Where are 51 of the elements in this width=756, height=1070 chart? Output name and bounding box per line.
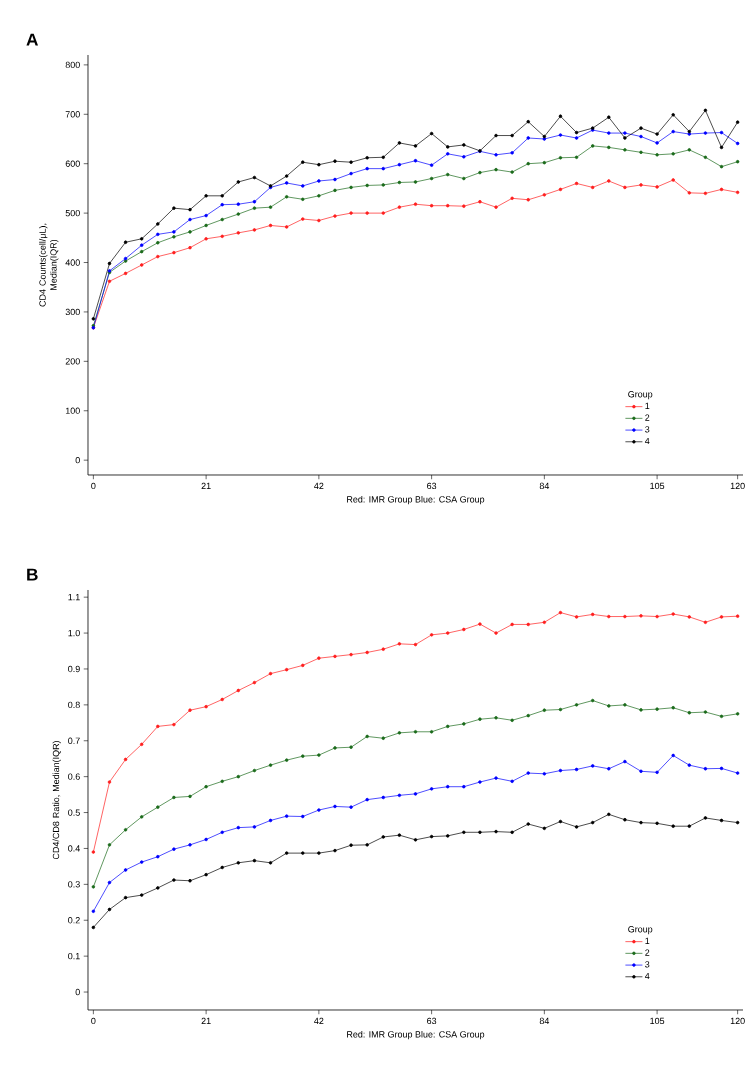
x-tick-label: 63 bbox=[427, 482, 437, 490]
legend-title: Group bbox=[628, 926, 653, 935]
x-tick-label: 0 bbox=[91, 482, 96, 490]
x-tick-label: 21 bbox=[201, 482, 211, 490]
legend-label: 1 bbox=[645, 402, 650, 409]
legend-label: 2 bbox=[645, 949, 650, 956]
y-tick-label: 1.1 bbox=[68, 594, 80, 601]
x-tick-label: 120 bbox=[730, 1017, 745, 1025]
y-tick-label: 0 bbox=[75, 988, 80, 996]
y-tick-label: 0.3 bbox=[68, 881, 80, 888]
y-tick-label: 0.5 bbox=[68, 809, 80, 816]
x-tick-label: 120 bbox=[730, 482, 745, 490]
legend-label: 3 bbox=[645, 426, 650, 433]
y-tick-label: 0.2 bbox=[68, 917, 80, 924]
y-tick-label: 500 bbox=[65, 209, 80, 217]
y-tick-label: 700 bbox=[65, 111, 80, 118]
x-tick-label: 105 bbox=[650, 1017, 665, 1025]
y-tick-label: 0 bbox=[75, 456, 80, 464]
x-axis-title: Red: IMR Group Blue: CSA Group bbox=[347, 1030, 485, 1040]
legend-label: 2 bbox=[645, 414, 650, 421]
x-tick-label: 42 bbox=[314, 1017, 324, 1025]
y-tick-label: 400 bbox=[65, 259, 80, 266]
x-tick-label: 0 bbox=[91, 1017, 96, 1025]
legend-label: 4 bbox=[644, 437, 650, 445]
chart-title: A bbox=[26, 33, 38, 46]
y-tick-label: 100 bbox=[65, 407, 80, 414]
x-tick-label: 84 bbox=[539, 1017, 550, 1025]
chart-title: B bbox=[27, 568, 38, 581]
y-tick-label: 0.9 bbox=[68, 665, 80, 673]
y-tick-label: 0.1 bbox=[68, 952, 80, 960]
x-tick-label: 84 bbox=[539, 482, 550, 490]
y-axis-title: CD4/CD8 Ratio, Median(IQR) bbox=[52, 741, 61, 860]
y-tick-label: 300 bbox=[65, 308, 80, 316]
y-axis-title: CD4 Counts(cell/μL), Median(IQR) bbox=[39, 223, 59, 307]
y-tick-label: 800 bbox=[65, 61, 80, 69]
y-tick-label: 200 bbox=[65, 358, 80, 365]
x-tick-label: 105 bbox=[650, 482, 665, 490]
y-tick-label: 600 bbox=[65, 160, 80, 167]
x-axis-title: Red: IMR Group Blue: CSA Group bbox=[347, 495, 485, 505]
y-tick-label: 0.8 bbox=[68, 701, 80, 709]
legend-title: Group bbox=[628, 391, 653, 400]
x-tick-label: 42 bbox=[314, 482, 324, 490]
legend-label: 3 bbox=[645, 961, 650, 968]
y-tick-label: 0.4 bbox=[68, 845, 80, 852]
y-tick-label: 0.7 bbox=[68, 737, 80, 744]
y-tick-label: 1.0 bbox=[68, 629, 80, 637]
legend-label: 1 bbox=[645, 937, 650, 944]
legend-label: 4 bbox=[644, 972, 650, 980]
x-tick-label: 21 bbox=[201, 1017, 211, 1025]
y-tick-label: 0.6 bbox=[68, 773, 80, 780]
x-tick-label: 63 bbox=[427, 1017, 437, 1025]
